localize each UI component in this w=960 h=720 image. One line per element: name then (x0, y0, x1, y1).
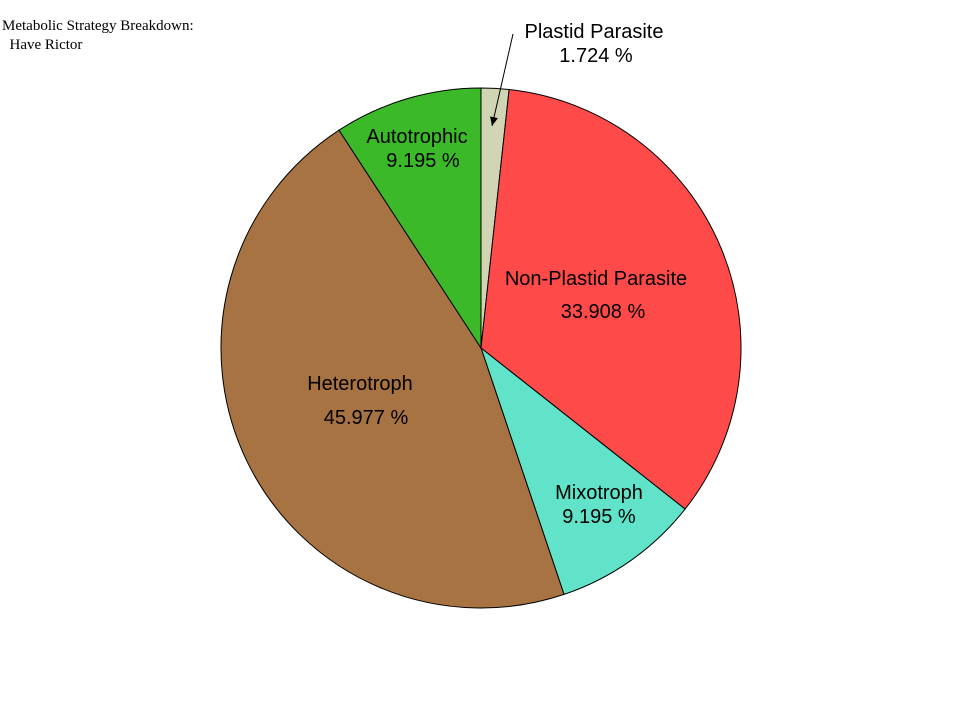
pie-slices (220, 87, 742, 609)
slice-value-autotrophic: 9.195 % (386, 150, 460, 172)
slice-label-mixotroph: Mixotroph (555, 482, 643, 504)
slice-label-plastid-parasite: Plastid Parasite (525, 21, 664, 43)
slice-label-heterotroph: Heterotroph (307, 373, 413, 395)
pie-slice-heterotroph (220, 129, 565, 609)
slice-value-heterotroph: 45.977 % (324, 407, 409, 429)
chart-title-line-2: Have Rictor (2, 37, 83, 53)
slice-label-autotrophic: Autotrophic (366, 126, 467, 148)
chart-title: Metabolic Strategy Breakdown: Have Ricto… (2, 17, 194, 55)
slice-label-non-plastid-parasite: Non-Plastid Parasite (505, 268, 687, 290)
chart-title-line-1: Metabolic Strategy Breakdown: (2, 18, 194, 34)
pie-slice-mixotroph (479, 346, 686, 596)
slice-value-mixotroph: 9.195 % (562, 506, 636, 528)
slice-value-non-plastid-parasite: 33.908 % (561, 301, 646, 323)
callout-arrow-plastid-parasite (490, 33, 514, 127)
pie-slice-non-plastid-parasite (480, 88, 742, 510)
pie-slice-autotrophic (338, 87, 482, 350)
slice-value-plastid-parasite: 1.724 % (559, 45, 633, 67)
